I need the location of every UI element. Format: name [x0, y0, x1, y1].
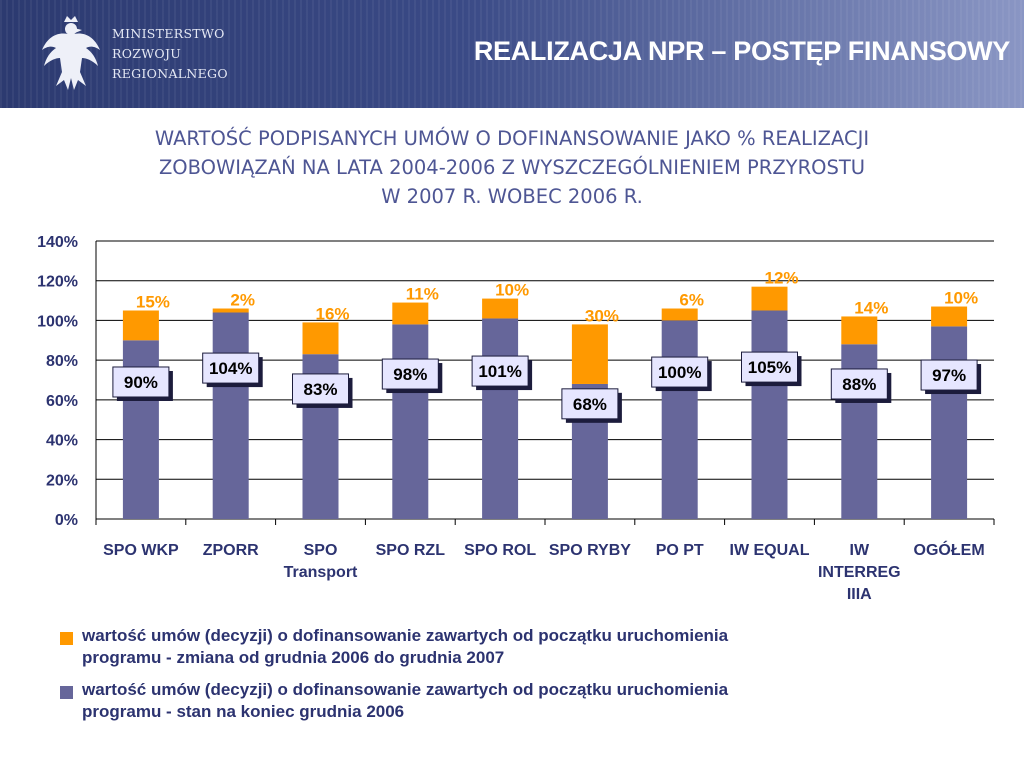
- legend-swatch-base: [60, 686, 73, 699]
- x-category-label: OGÓŁEM: [914, 540, 985, 559]
- x-category-label: SPO ROL: [464, 542, 536, 559]
- bar-base: [392, 324, 429, 519]
- x-category-label: SPO RZL: [376, 542, 446, 559]
- legend-swatch-increase: [60, 632, 73, 645]
- x-category-label: ZPORR: [203, 542, 259, 559]
- eagle-emblem-icon: [42, 16, 100, 90]
- base-label-box: [292, 373, 349, 405]
- bar-increase: [931, 306, 968, 327]
- base-label-text: 98%: [393, 365, 427, 384]
- stacked-bar-chart: 0% 20% 40% 60% 80% 100% 120% 140% 90% 15% SPO WKP 1…: [37, 234, 995, 603]
- ministry-line-3: REGIONALNEGO: [112, 66, 228, 81]
- base-label-text: 101%: [478, 362, 521, 381]
- legend-base-line-1: wartość umów (decyzji) o dofinansowanie …: [82, 680, 729, 699]
- increase-value-label: 12%: [764, 269, 798, 288]
- base-label-box: [741, 351, 798, 383]
- base-label-box: [471, 355, 529, 387]
- base-label-box: [561, 388, 619, 420]
- bar-increase: [392, 302, 429, 325]
- x-category-label: SPO RYBY: [549, 542, 631, 559]
- legend-increase-line-2: programu - zmiana od grudnia 2006 do gru…: [82, 648, 505, 667]
- base-value-label: 97%: [920, 359, 982, 395]
- base-value-label: 98%: [381, 358, 443, 394]
- bar-increase: [212, 308, 249, 313]
- base-label-text: 105%: [748, 358, 791, 377]
- x-category-label: PO PT: [656, 542, 704, 559]
- x-category-label: IW EQUAL: [730, 542, 810, 559]
- bar-base: [751, 310, 788, 519]
- ministry-name: MINISTERSTWO ROZWOJU REGIONALNEGO: [112, 24, 228, 84]
- base-value-label: 100%: [651, 356, 712, 392]
- bar-increase: [571, 324, 608, 384]
- subtitle-line-2: ZOBOWIĄZAŃ NA LATA 2004-2006 Z WYSZCZEGÓ…: [158, 156, 866, 179]
- page-title: REALIZACJA NPR – POSTĘP FINANSOWY: [473, 36, 1010, 66]
- base-label-box: [112, 366, 170, 398]
- legend-increase-line-1: wartość umów (decyzji) o dofinansowanie …: [82, 626, 729, 645]
- x-category-label: IW: [850, 542, 870, 559]
- ministry-line-2: ROZWOJU: [112, 46, 182, 61]
- base-label-box: [920, 359, 978, 391]
- base-value-label: 104%: [202, 352, 263, 388]
- y-tick-label: 20%: [46, 472, 78, 489]
- y-tick-label: 100%: [37, 313, 78, 330]
- increase-value-label: 6%: [679, 291, 704, 310]
- base-label-text: 83%: [303, 380, 337, 399]
- y-tick-label: 0%: [55, 512, 78, 529]
- bar-increase: [661, 308, 698, 321]
- x-category-label: SPO WKP: [103, 542, 179, 559]
- increase-value-label: 10%: [495, 281, 529, 300]
- base-label-text: 104%: [209, 359, 252, 378]
- base-label-box: [651, 356, 709, 388]
- x-category-label: Transport: [284, 564, 358, 581]
- base-value-label: 101%: [471, 355, 533, 391]
- base-label-text: 68%: [573, 395, 607, 414]
- base-label-text: 97%: [932, 366, 966, 385]
- base-label-box: [830, 368, 888, 400]
- increase-value-label: 15%: [136, 293, 170, 312]
- chart-legend: wartość umów (decyzji) o dofinansowanie …: [60, 625, 980, 733]
- legend-item-increase: wartość umów (decyzji) o dofinansowanie …: [60, 625, 980, 669]
- bar-base: [482, 318, 519, 519]
- bar-increase: [751, 286, 788, 311]
- x-category-label: SPO: [304, 542, 338, 559]
- x-category-label: INTERREG: [818, 564, 901, 581]
- bar-increase: [841, 316, 878, 345]
- header-banner: MINISTERSTWO ROZWOJU REGIONALNEGO REALIZ…: [0, 0, 1024, 108]
- base-value-label: 88%: [830, 368, 892, 403]
- bar-increase: [482, 298, 519, 319]
- base-label-text: 88%: [842, 375, 876, 394]
- y-tick-label: 40%: [46, 433, 78, 450]
- increase-value-label: 11%: [406, 285, 439, 304]
- bar-base: [661, 320, 698, 519]
- base-label-text: 90%: [124, 373, 158, 392]
- subtitle-line-1: WARTOŚĆ PODPISANYCH UMÓW O DOFINANSOWANI…: [154, 127, 870, 150]
- ministry-line-1: MINISTERSTWO: [112, 26, 225, 41]
- x-category-label: IIIA: [847, 586, 872, 603]
- subtitle-line-3: W 2007 R. WOBEC 2006 R.: [381, 185, 643, 208]
- y-tick-label: 60%: [46, 393, 78, 410]
- legend-base-line-2: programu - stan na koniec grudnia 2006: [82, 702, 405, 721]
- increase-value-label: 30%: [585, 306, 619, 325]
- bar-base: [212, 312, 249, 519]
- base-value-label: 90%: [112, 366, 173, 401]
- chart-subtitle: WARTOŚĆ PODPISANYCH UMÓW O DOFINANSOWANI…: [20, 124, 1004, 211]
- bar-base: [931, 326, 968, 519]
- increase-value-label: 16%: [315, 304, 349, 323]
- base-label-text: 100%: [658, 363, 701, 382]
- bar-increase: [122, 310, 159, 341]
- base-value-label: 105%: [741, 351, 802, 387]
- increase-value-label: 10%: [944, 289, 978, 308]
- increase-value-label: 14%: [854, 298, 888, 317]
- bar-increase: [302, 322, 339, 355]
- y-tick-label: 140%: [37, 234, 78, 251]
- base-value-label: 68%: [561, 388, 622, 423]
- base-label-box: [202, 352, 260, 384]
- legend-item-base: wartość umów (decyzji) o dofinansowanie …: [60, 679, 980, 723]
- increase-value-label: 2%: [230, 291, 255, 310]
- y-tick-label: 120%: [37, 274, 78, 291]
- base-label-box: [381, 358, 439, 390]
- base-value-label: 83%: [292, 373, 353, 408]
- y-tick-label: 80%: [46, 353, 78, 370]
